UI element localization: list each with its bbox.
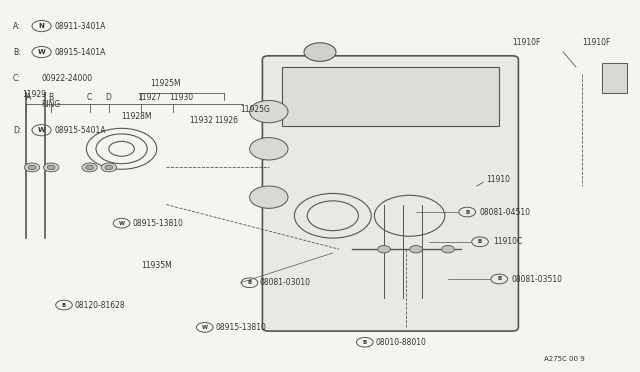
Text: D:: D: bbox=[13, 126, 21, 135]
Text: A275C 00 9: A275C 00 9 bbox=[544, 356, 585, 362]
Text: B: B bbox=[363, 340, 367, 345]
Text: W: W bbox=[38, 127, 45, 133]
Text: 08010-88010: 08010-88010 bbox=[376, 338, 426, 347]
Circle shape bbox=[378, 246, 390, 253]
Text: 08081-04510: 08081-04510 bbox=[480, 208, 531, 217]
Circle shape bbox=[105, 165, 113, 170]
Text: 08081-03010: 08081-03010 bbox=[259, 278, 310, 287]
Text: 11926: 11926 bbox=[214, 116, 239, 125]
Text: 11910F: 11910F bbox=[512, 38, 540, 46]
Text: B: B bbox=[62, 302, 66, 308]
Circle shape bbox=[304, 43, 336, 61]
Text: B: B bbox=[248, 280, 252, 285]
Text: C: C bbox=[86, 93, 92, 102]
Circle shape bbox=[250, 100, 288, 123]
Text: 11928M: 11928M bbox=[122, 112, 152, 121]
Text: 08915-5401A: 08915-5401A bbox=[54, 126, 106, 135]
Text: 08081-03510: 08081-03510 bbox=[512, 275, 563, 283]
Text: B:: B: bbox=[13, 48, 20, 57]
Bar bbox=[602, 63, 627, 93]
Text: 08915-13810: 08915-13810 bbox=[216, 323, 266, 332]
Circle shape bbox=[410, 246, 422, 253]
Text: 11930: 11930 bbox=[170, 93, 194, 102]
Text: C:: C: bbox=[13, 74, 20, 83]
Circle shape bbox=[101, 163, 116, 172]
Text: W: W bbox=[202, 325, 208, 330]
Text: 11932: 11932 bbox=[189, 116, 212, 125]
Text: B: B bbox=[497, 276, 501, 282]
Bar bbox=[282, 67, 499, 126]
Text: W: W bbox=[38, 49, 45, 55]
Text: D: D bbox=[106, 93, 111, 102]
Circle shape bbox=[250, 186, 288, 208]
Text: 00922-24000: 00922-24000 bbox=[42, 74, 93, 83]
Text: W: W bbox=[118, 221, 125, 226]
Text: N: N bbox=[38, 23, 45, 29]
Text: 11925G: 11925G bbox=[240, 105, 270, 113]
Text: 08120-81628: 08120-81628 bbox=[75, 301, 125, 310]
Text: 08915-13810: 08915-13810 bbox=[132, 219, 183, 228]
Text: B: B bbox=[465, 209, 469, 215]
Circle shape bbox=[82, 163, 97, 172]
Text: 08915-1401A: 08915-1401A bbox=[54, 48, 106, 57]
Text: 11910F: 11910F bbox=[582, 38, 611, 46]
Circle shape bbox=[44, 163, 59, 172]
Text: 11925M: 11925M bbox=[150, 78, 181, 87]
FancyBboxPatch shape bbox=[262, 56, 518, 331]
Text: 11935M: 11935M bbox=[141, 261, 172, 270]
Text: 08911-3401A: 08911-3401A bbox=[54, 22, 106, 31]
Circle shape bbox=[47, 165, 55, 170]
Text: 11927: 11927 bbox=[138, 93, 161, 102]
Text: B: B bbox=[48, 93, 53, 102]
Text: 11929: 11929 bbox=[22, 90, 47, 99]
Text: 11910C: 11910C bbox=[493, 237, 522, 246]
Text: RING: RING bbox=[42, 100, 61, 109]
Circle shape bbox=[86, 165, 93, 170]
Text: A: A bbox=[26, 93, 31, 102]
Text: A:: A: bbox=[13, 22, 20, 31]
Circle shape bbox=[442, 246, 454, 253]
Circle shape bbox=[28, 165, 36, 170]
Text: 11910: 11910 bbox=[486, 175, 511, 184]
Text: B: B bbox=[478, 239, 482, 244]
Circle shape bbox=[250, 138, 288, 160]
Circle shape bbox=[24, 163, 40, 172]
